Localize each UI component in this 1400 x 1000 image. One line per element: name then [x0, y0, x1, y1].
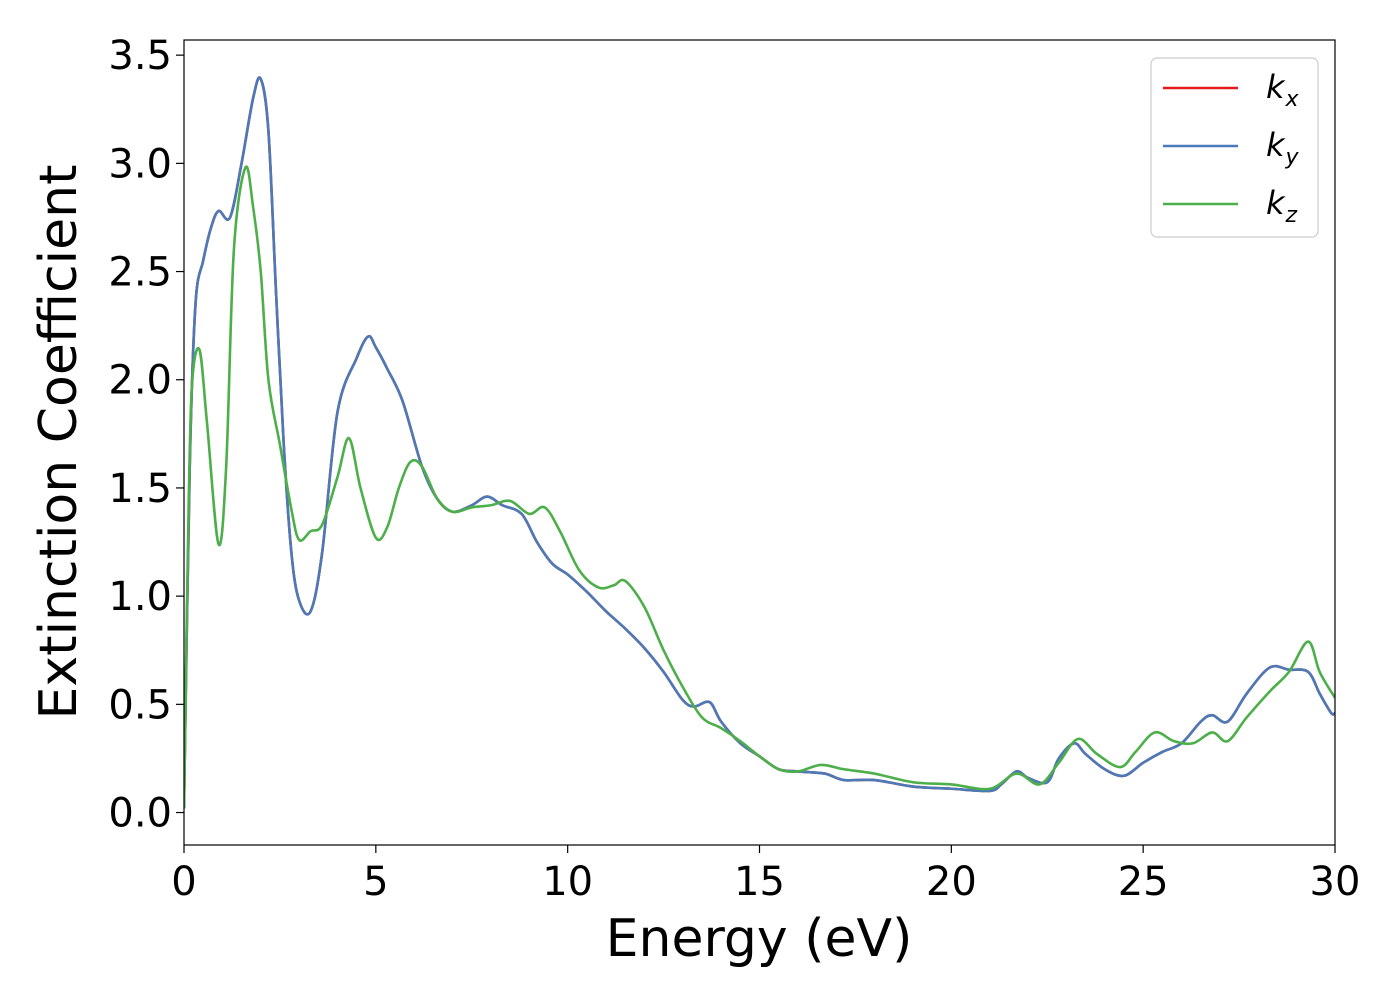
- x-tick-label: 10: [542, 859, 593, 905]
- legend-label-x: kx: [1266, 68, 1300, 112]
- y-tick-label: 2.5: [108, 250, 172, 296]
- legend-box: [1150, 57, 1319, 238]
- x-tick-label: 0: [171, 859, 196, 905]
- x-tick-label: 5: [363, 859, 388, 905]
- x-axis-title: Energy (eV): [606, 909, 913, 969]
- x-tick-label: 15: [734, 859, 785, 905]
- y-tick-label: 3.0: [108, 141, 172, 187]
- legend: kx ky kz: [1150, 57, 1319, 238]
- y-tick-label: 0.0: [108, 791, 172, 837]
- y-axis-ticks: 0.0 0.5 1.0 1.5 2.0 2.5 3.0 3.5: [108, 33, 184, 837]
- y-tick-label: 1.0: [108, 574, 172, 620]
- x-tick-label: 25: [1118, 859, 1169, 905]
- y-tick-label: 3.5: [108, 33, 172, 79]
- x-axis-ticks: 0 5 10 15 20 25 30: [171, 845, 1360, 905]
- x-tick-label: 20: [926, 859, 977, 905]
- y-axis-title: Extinction Coefficient: [29, 165, 89, 720]
- series-line-z: [184, 165, 1335, 809]
- y-tick-label: 1.5: [108, 466, 172, 512]
- y-tick-label: 0.5: [108, 682, 172, 728]
- series-layer: [184, 76, 1335, 809]
- legend-label-z: kz: [1266, 184, 1298, 228]
- y-tick-label: 2.0: [108, 358, 172, 404]
- series-line-y: [184, 76, 1335, 809]
- x-tick-label: 30: [1310, 859, 1361, 905]
- legend-label-y: ky: [1266, 126, 1300, 170]
